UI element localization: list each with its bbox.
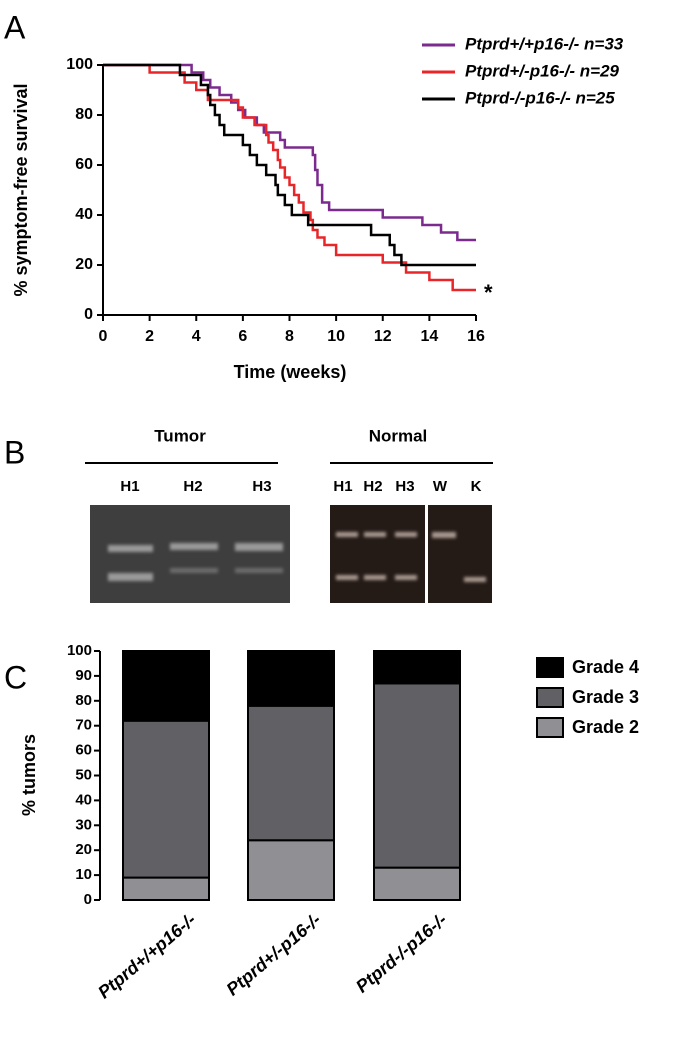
legend-label: Ptprd+/+p16-/- n=33 <box>465 34 624 53</box>
y-tick-label: 100 <box>66 56 93 73</box>
lane-label: H1 <box>333 478 352 495</box>
lane-label: K <box>471 478 482 495</box>
y-tick-label: 60 <box>75 742 92 759</box>
bar-segment <box>247 704 335 842</box>
x-tick-label: 14 <box>420 328 438 345</box>
gel-normal-wk <box>428 505 492 603</box>
y-tick-label: 30 <box>75 816 92 833</box>
lane-label: H2 <box>183 478 202 495</box>
category-label: Ptprd+/+p16-/- <box>94 909 200 1002</box>
y-axis-label: % tumors <box>19 734 39 816</box>
legend-label: Grade 4 <box>572 657 639 677</box>
x-axis-label: Time (weeks) <box>234 362 347 382</box>
gel-tumor <box>90 505 290 603</box>
category-label: Ptprd-/-p16-/- <box>352 909 451 996</box>
gel-group-label: Normal <box>369 426 428 445</box>
survival-curve <box>103 63 476 242</box>
legend-label: Ptprd-/-p16-/- n=25 <box>465 88 615 107</box>
y-tick-label: 80 <box>75 692 92 709</box>
lane-label: H3 <box>395 478 414 495</box>
x-tick-label: 2 <box>145 328 154 345</box>
lane-label: H1 <box>120 478 139 495</box>
bar-segment <box>247 650 335 707</box>
category-label: Ptprd+/-p16-/- <box>223 909 325 999</box>
x-tick-label: 4 <box>192 328 201 345</box>
lane-label: W <box>433 478 448 495</box>
survival-curve <box>103 63 476 292</box>
y-tick-label: 40 <box>75 791 92 808</box>
lane-label: H2 <box>363 478 382 495</box>
gel-normal <box>330 505 425 603</box>
legend-label: Grade 2 <box>572 717 639 737</box>
y-tick-label: 70 <box>75 717 92 734</box>
y-axis-label: % symptom-free survival <box>11 83 31 296</box>
x-tick-label: 12 <box>374 328 392 345</box>
legend-swatch <box>536 717 564 738</box>
legend-label: Ptprd+/-p16-/- n=29 <box>465 61 620 80</box>
panel-label: B <box>4 434 25 470</box>
y-tick-label: 40 <box>75 206 93 223</box>
bar-segment <box>122 876 210 902</box>
gel-bands <box>108 543 283 581</box>
survival-curve <box>103 63 476 267</box>
annotation: * <box>484 280 493 305</box>
bar-segment <box>373 682 461 869</box>
y-tick-label: 10 <box>75 866 92 883</box>
x-tick-label: 16 <box>467 328 485 345</box>
bar-segment <box>122 719 210 879</box>
legend-swatch <box>536 687 564 708</box>
y-tick-label: 20 <box>75 841 92 858</box>
x-tick-label: 8 <box>285 328 294 345</box>
gel-bands-normal <box>336 532 486 582</box>
y-tick-label: 60 <box>75 156 93 173</box>
x-tick-label: 10 <box>327 328 345 345</box>
y-tick-label: 20 <box>75 256 93 273</box>
y-tick-label: 0 <box>84 306 93 323</box>
bar-segment <box>373 866 461 902</box>
legend-label: Grade 3 <box>572 687 639 707</box>
panel-label: C <box>4 659 27 695</box>
y-tick-label: 0 <box>84 891 92 908</box>
bar-segment <box>122 650 210 722</box>
y-tick-label: 100 <box>67 642 92 659</box>
y-tick-label: 80 <box>75 106 93 123</box>
y-tick-label: 90 <box>75 667 92 684</box>
x-tick-label: 6 <box>238 328 247 345</box>
bar-segment <box>247 839 335 901</box>
lane-label: H3 <box>252 478 271 495</box>
legend-swatch <box>536 657 564 678</box>
y-tick-label: 50 <box>75 766 92 783</box>
panel-label: A <box>4 9 26 45</box>
bar-segment <box>373 650 461 685</box>
gel-group-label: Tumor <box>154 426 206 445</box>
x-tick-label: 0 <box>99 328 108 345</box>
